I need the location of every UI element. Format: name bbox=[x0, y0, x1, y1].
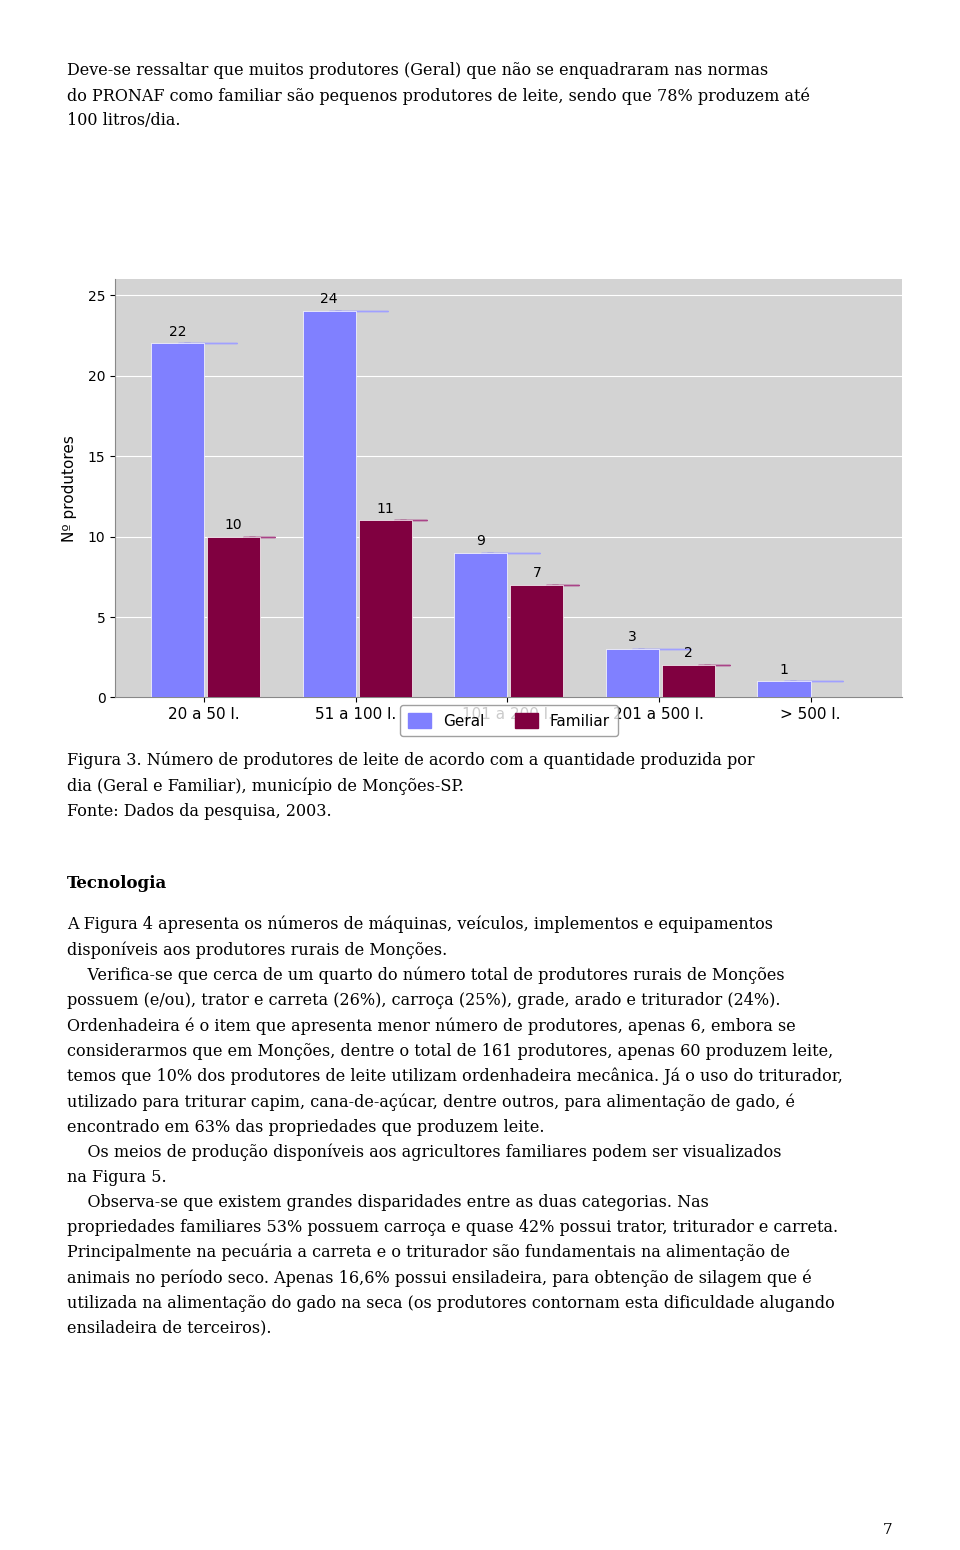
Text: 7: 7 bbox=[883, 1524, 893, 1538]
Text: 3: 3 bbox=[628, 631, 636, 645]
Bar bbox=[552, 584, 558, 698]
Bar bbox=[302, 312, 355, 698]
Text: Deve-se ressaltar que muitos produtores (Geral) que não se enquadraram nas norma: Deve-se ressaltar que muitos produtores … bbox=[67, 62, 810, 129]
Text: 1: 1 bbox=[780, 662, 788, 676]
Text: 10: 10 bbox=[225, 518, 243, 532]
Bar bbox=[335, 312, 341, 698]
Text: 11: 11 bbox=[376, 502, 395, 516]
Legend: Geral, Familiar: Geral, Familiar bbox=[400, 705, 617, 736]
Bar bbox=[454, 553, 507, 698]
Bar bbox=[183, 344, 190, 698]
Bar bbox=[400, 521, 406, 698]
Text: 7: 7 bbox=[533, 566, 541, 580]
Bar bbox=[359, 521, 412, 698]
Bar bbox=[662, 665, 715, 698]
Text: 9: 9 bbox=[476, 533, 485, 547]
Bar bbox=[790, 682, 796, 698]
Text: 2: 2 bbox=[684, 646, 693, 660]
Text: A Figura 4 apresenta os números de máquinas, veículos, implementos e equipamento: A Figura 4 apresenta os números de máqui… bbox=[67, 916, 843, 1336]
Bar bbox=[606, 649, 659, 698]
Bar bbox=[511, 584, 564, 698]
Text: Figura 3. Número de produtores de leite de acordo com a quantidade produzida por: Figura 3. Número de produtores de leite … bbox=[67, 752, 755, 820]
Bar bbox=[207, 536, 260, 698]
Bar bbox=[151, 344, 204, 698]
Bar bbox=[487, 553, 492, 698]
Bar bbox=[638, 649, 644, 698]
Bar bbox=[704, 665, 709, 698]
Bar bbox=[249, 536, 254, 698]
Text: 22: 22 bbox=[169, 324, 186, 338]
Text: Tecnologia: Tecnologia bbox=[67, 874, 167, 891]
Bar bbox=[757, 682, 810, 698]
Y-axis label: Nº produtores: Nº produtores bbox=[61, 436, 77, 541]
Text: 24: 24 bbox=[321, 293, 338, 307]
